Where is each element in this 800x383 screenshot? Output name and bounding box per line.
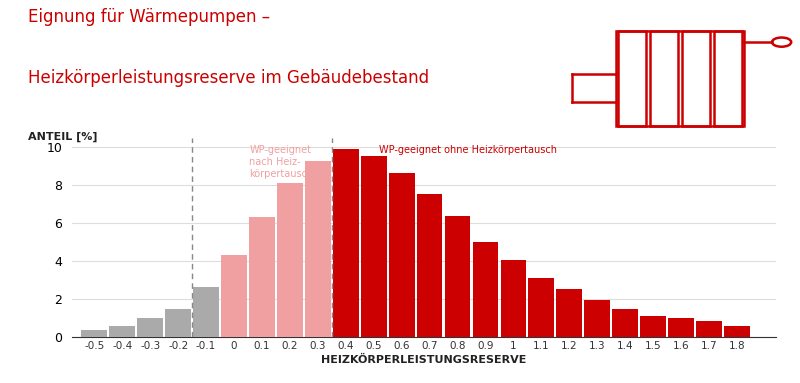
Text: ANTEIL [%]: ANTEIL [%] bbox=[28, 132, 98, 142]
Bar bbox=[668, 318, 694, 337]
Bar bbox=[249, 217, 275, 337]
Bar bbox=[305, 160, 330, 337]
Bar bbox=[333, 149, 358, 337]
Bar bbox=[724, 326, 750, 337]
Bar bbox=[557, 289, 582, 337]
Bar bbox=[445, 216, 470, 337]
Bar bbox=[417, 194, 442, 337]
Bar bbox=[612, 309, 638, 337]
Bar bbox=[473, 242, 498, 337]
Bar bbox=[110, 326, 135, 337]
Bar bbox=[389, 173, 414, 337]
Bar bbox=[501, 260, 526, 337]
Bar bbox=[361, 156, 386, 337]
Bar bbox=[82, 331, 107, 337]
Bar bbox=[138, 318, 163, 337]
Bar bbox=[166, 309, 191, 337]
Bar bbox=[529, 278, 554, 337]
Text: WP-geeignet ohne Heizkörpertausch: WP-geeignet ohne Heizkörpertausch bbox=[379, 144, 558, 154]
Bar bbox=[640, 316, 666, 337]
Bar bbox=[696, 321, 722, 337]
Text: Heizkörperleistungsreserve im Gebäudebestand: Heizkörperleistungsreserve im Gebäudebes… bbox=[28, 69, 429, 87]
Bar bbox=[194, 287, 219, 337]
Bar bbox=[584, 300, 610, 337]
X-axis label: HEIZKÖRPERLEISTUNGSRESERVE: HEIZKÖRPERLEISTUNGSRESERVE bbox=[322, 355, 526, 365]
Bar bbox=[277, 183, 302, 337]
Text: WP-geeignet
nach Heiz-
körpertausch: WP-geeignet nach Heiz- körpertausch bbox=[250, 144, 314, 179]
Bar bbox=[221, 255, 247, 337]
Text: Eignung für Wärmepumpen –: Eignung für Wärmepumpen – bbox=[28, 8, 270, 26]
